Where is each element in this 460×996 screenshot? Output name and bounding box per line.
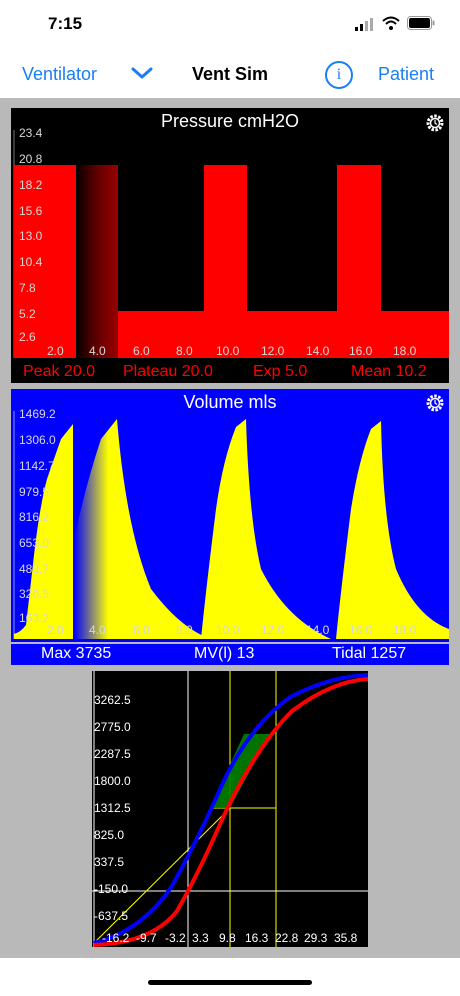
y-tick: 15.6 [19, 204, 43, 218]
page-title: Vent Sim [191, 64, 269, 84]
pressure-volume-loop[interactable]: 3262.5 2775.0 2287.5 1800.0 1312.5 825.0… [92, 671, 368, 947]
volume-chart[interactable]: Volume mls 1469.2 1306.0 1142.7 979.5 81… [11, 389, 449, 642]
y-tick: 337.5 [94, 855, 125, 869]
y-tick: 653.0 [19, 536, 50, 550]
battery-icon [407, 16, 435, 30]
x-tick: 10.0 [216, 344, 240, 358]
x-tick: 18.0 [393, 344, 417, 358]
y-tick: 1142.7 [19, 459, 55, 473]
cellular-signal-icon [355, 18, 373, 31]
x-tick: 8.0 [176, 344, 193, 358]
minute-volume-value: MV(l) 13 [194, 645, 255, 662]
x-tick: 12.0 [261, 344, 285, 358]
y-tick: 20.8 [19, 152, 43, 166]
gear-icon[interactable] [425, 393, 445, 413]
y-tick: 489.7 [19, 562, 50, 576]
x-tick: 10.0 [216, 623, 240, 637]
volume-title: Volume mls [183, 392, 277, 412]
volume-stats-bar: Max 3735 MV(l) 13 Tidal 1257 [11, 644, 449, 665]
y-tick: 1800.0 [94, 774, 131, 788]
x-tick: 9.8 [219, 931, 236, 945]
y-tick: 979.5 [19, 485, 50, 499]
y-tick: 2287.5 [94, 747, 131, 761]
y-tick: -637.5 [94, 909, 129, 923]
x-tick: 16.0 [349, 344, 373, 358]
ventilator-button[interactable]: Ventilator [22, 64, 98, 84]
x-tick: -9.7 [136, 931, 157, 945]
pressure-stats-bar: Peak 20.0 Plateau 20.0 Exp 5.0 Mean 10.2 [11, 363, 449, 383]
y-tick: -150.0 [94, 882, 129, 896]
patient-button[interactable]: Patient [378, 64, 435, 84]
info-button[interactable]: i [325, 61, 353, 89]
gear-icon[interactable] [425, 113, 445, 133]
exp-value: Exp 5.0 [253, 363, 308, 380]
pressure-waveform [13, 130, 449, 358]
home-indicator[interactable] [148, 980, 312, 985]
plateau-value: Plateau 20.0 [123, 363, 213, 380]
y-tick: 825.0 [94, 828, 125, 842]
x-tick: 4.0 [89, 344, 106, 358]
pressure-title: Pressure cmH2O [160, 111, 300, 131]
y-tick: 1306.0 [19, 433, 56, 447]
x-tick: 6.0 [133, 344, 150, 358]
navigation-bar: Ventilator Vent Sim i Patient [0, 50, 460, 98]
pressure-chart[interactable]: Pressure cmH2O 23.4 20.8 18.2 15.6 13.0 … [11, 108, 449, 363]
x-tick: 29.3 [304, 931, 328, 945]
tidal-value: Tidal 1257 [332, 645, 407, 662]
y-tick: 2775.0 [94, 720, 131, 734]
peak-value: Peak 20.0 [23, 363, 96, 380]
x-tick: 16.3 [245, 931, 269, 945]
x-tick: 3.3 [192, 931, 209, 945]
y-tick: 816.2 [19, 510, 50, 524]
x-tick: 4.0 [89, 623, 106, 637]
y-tick: 163.2 [19, 611, 50, 625]
x-tick: 35.8 [334, 931, 358, 945]
max-value: Max 3735 [41, 645, 112, 662]
y-tick: 23.4 [19, 126, 43, 140]
x-tick: 6.0 [133, 623, 150, 637]
y-tick: 10.4 [19, 255, 43, 269]
x-tick: 16.0 [349, 623, 373, 637]
mean-value: Mean 10.2 [351, 363, 427, 380]
x-tick: 14.0 [306, 623, 330, 637]
x-tick: 8.0 [176, 623, 193, 637]
volume-waveform [13, 411, 449, 639]
x-tick: -3.2 [165, 931, 186, 945]
y-tick: 18.2 [19, 178, 43, 192]
x-tick: 12.0 [261, 623, 285, 637]
status-bar: 7:15 [0, 0, 460, 50]
x-tick: 2.0 [47, 344, 64, 358]
graphs-area: Pressure cmH2O 23.4 20.8 18.2 15.6 13.0 … [0, 98, 460, 958]
y-tick: 1312.5 [94, 801, 131, 815]
x-tick: 18.0 [393, 623, 417, 637]
x-tick: 14.0 [306, 344, 330, 358]
x-tick: 22.8 [275, 931, 299, 945]
y-tick: 2.6 [19, 330, 36, 344]
y-tick: 13.0 [19, 229, 43, 243]
x-tick: 2.0 [47, 623, 64, 637]
loop-plot [92, 671, 368, 947]
y-tick: 1469.2 [19, 407, 56, 421]
chevron-down-icon[interactable] [130, 64, 154, 82]
y-tick: 7.8 [19, 281, 36, 295]
status-time: 7:15 [48, 14, 83, 33]
y-tick: 5.2 [19, 307, 36, 321]
y-tick: 3262.5 [94, 693, 131, 707]
y-tick: 326.5 [19, 587, 50, 601]
x-tick: -16.2 [102, 931, 130, 945]
wifi-icon [382, 16, 400, 30]
